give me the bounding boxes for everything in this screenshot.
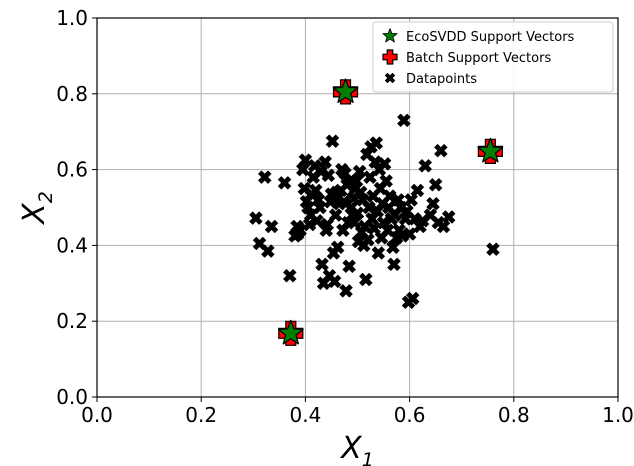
- legend-star-icon: [382, 28, 398, 43]
- datapoint-marker: [321, 168, 336, 183]
- legend: EcoSVDD Support Vectors Batch Support Vec…: [372, 21, 614, 93]
- ecosvdd-support-vector-marker: [477, 137, 504, 163]
- datapoint-marker: [249, 211, 263, 225]
- datapoint-marker: [363, 170, 377, 184]
- datapoint-marker: [313, 200, 327, 215]
- x-axis-label-main: X: [339, 431, 363, 466]
- datapoint-marker: [379, 174, 393, 188]
- y-axis-label-sub: 2: [35, 191, 57, 203]
- x-tick-label: 0.4: [289, 403, 321, 427]
- datapoint-marker: [339, 284, 353, 298]
- datapoint-marker: [264, 219, 279, 234]
- datapoint-marker: [320, 217, 335, 232]
- legend-label: EcoSVDD Support Vectors: [406, 30, 575, 45]
- axis-ticks: 0.0 0.2 0.4 0.6 0.8 1.0 0.0 0.2 0.4 0.6 0.8 1.0: [56, 6, 634, 427]
- datapoint-marker: [330, 240, 345, 255]
- datapoint-marker: [318, 155, 332, 169]
- datapoint-marker: [309, 183, 323, 198]
- y-axis-label-main: X: [17, 202, 52, 226]
- axes-frame: [96, 17, 619, 398]
- datapoint-marker: [418, 159, 432, 173]
- x-tick-label: 0.6: [394, 403, 426, 427]
- datapoint-marker: [410, 183, 425, 198]
- x-axis-label-sub: 1: [362, 449, 374, 466]
- datapoint-marker: [387, 257, 401, 272]
- datapoint-marker: [397, 113, 411, 128]
- x-tick-label: 1.0: [602, 403, 634, 427]
- datapoint-marker: [342, 259, 356, 273]
- x-axis-label: X1: [339, 431, 374, 466]
- y-tick-label: 0.4: [56, 233, 88, 257]
- datapoint-marker: [325, 134, 340, 148]
- datapoint-marker: [486, 242, 500, 256]
- datapoint-marker: [428, 178, 443, 192]
- y-axis-label: X2: [17, 191, 57, 226]
- datapoint-marker: [258, 170, 272, 184]
- datapoint-marker: [283, 268, 297, 283]
- legend-box: [372, 21, 614, 93]
- x-tick-label: 0.0: [81, 403, 113, 427]
- ecosvdd-support-vector-marker: [332, 78, 359, 104]
- datapoint-marker: [371, 246, 386, 260]
- datapoint-marker: [327, 274, 342, 289]
- ecosvdd-support-vector-marker: [277, 319, 304, 345]
- x-tick-label: 0.8: [498, 403, 530, 427]
- x-tick-label: 0.2: [185, 403, 217, 427]
- datapoint-marker: [434, 143, 448, 158]
- datapoint-marker: [405, 291, 420, 306]
- legend-label: Datapoints: [406, 72, 477, 87]
- datapoint-marker: [436, 219, 451, 234]
- datapoint-marker: [261, 244, 275, 258]
- datapoint-marker: [361, 232, 375, 247]
- datapoint-marker: [441, 210, 456, 224]
- plot-area: [249, 78, 504, 346]
- y-tick-label: 0.2: [56, 309, 88, 333]
- datapoint-marker: [350, 206, 365, 220]
- y-tick-label: 0.8: [56, 82, 88, 106]
- datapoint-marker: [293, 223, 307, 237]
- y-tick-label: 0.0: [56, 385, 88, 409]
- legend-plus-icon: [382, 49, 398, 65]
- datapoint-marker: [359, 272, 373, 287]
- datapoint-marker: [328, 208, 343, 222]
- datapoint-marker: [402, 227, 417, 241]
- y-tick-label: 1.0: [56, 6, 88, 30]
- datapoint-marker: [377, 157, 392, 171]
- legend-x-icon: [384, 72, 396, 84]
- y-tick-label: 0.6: [56, 158, 88, 182]
- datapoint-marker: [277, 176, 292, 190]
- datapoint-marker: [369, 136, 384, 150]
- datapoint-marker: [426, 196, 440, 211]
- datapoint-marker: [367, 221, 381, 236]
- legend-label: Batch Support Vectors: [406, 51, 551, 66]
- datapoint-marker: [315, 257, 329, 272]
